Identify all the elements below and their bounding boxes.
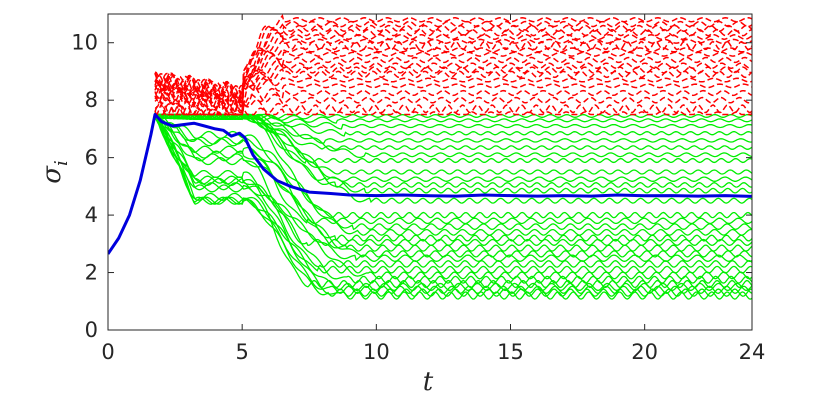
y-tick-label: 8 [85,88,98,112]
red-trajectory [154,87,752,116]
axes-frame [107,13,753,331]
red-trajectory [154,20,752,108]
green-trajectory [108,113,752,255]
green-trajectory [108,113,752,255]
red-trajectory [155,24,752,116]
red-trajectory [154,91,752,116]
red-trajectory [154,103,752,116]
x-tick-label: 5 [235,340,248,364]
green-trajectory [108,114,752,255]
green-trajectory [108,112,752,255]
x-axis-label: t [423,367,434,397]
x-tick-label: 15 [497,340,524,364]
red-trajectory [154,39,752,112]
red-trajectory [154,73,752,104]
green-trajectory [108,112,752,258]
highlight-trajectory [108,113,752,255]
green-trajectory [108,113,752,268]
green-trajectory [108,113,752,294]
green-trajectory [108,113,752,255]
red-trajectory [154,72,752,104]
series-layer [108,14,752,300]
red-trajectory [154,14,752,104]
red-trajectory [154,51,752,114]
y-tick-label: 4 [85,203,98,227]
green-trajectory [108,113,752,274]
green-trajectory [108,112,752,255]
y-axis-label-symbol: σ [37,165,67,184]
y-axis-label: σi [37,160,72,184]
y-tick-label: 10 [71,31,98,55]
x-tick-label: 10 [363,340,390,364]
x-tick-label: 20 [631,340,658,364]
green-trajectory [108,113,752,262]
red-trajectory [154,35,752,114]
x-tick-label: 0 [101,340,114,364]
red-trajectory [154,64,752,116]
red-trajectory [154,47,752,115]
red-trajectory [154,75,752,112]
green-trajectory [108,112,752,255]
x-tick-label: 24 [739,340,766,364]
red-trajectory [154,60,752,112]
green-trajectory [108,112,752,292]
green-trajectory [108,114,752,284]
y-tick-label: 0 [85,318,98,342]
y-axis-label-subscript: i [51,160,72,166]
y-tick-label: 6 [85,146,98,170]
red-trajectory [154,68,752,108]
y-tick-label: 2 [85,261,98,285]
